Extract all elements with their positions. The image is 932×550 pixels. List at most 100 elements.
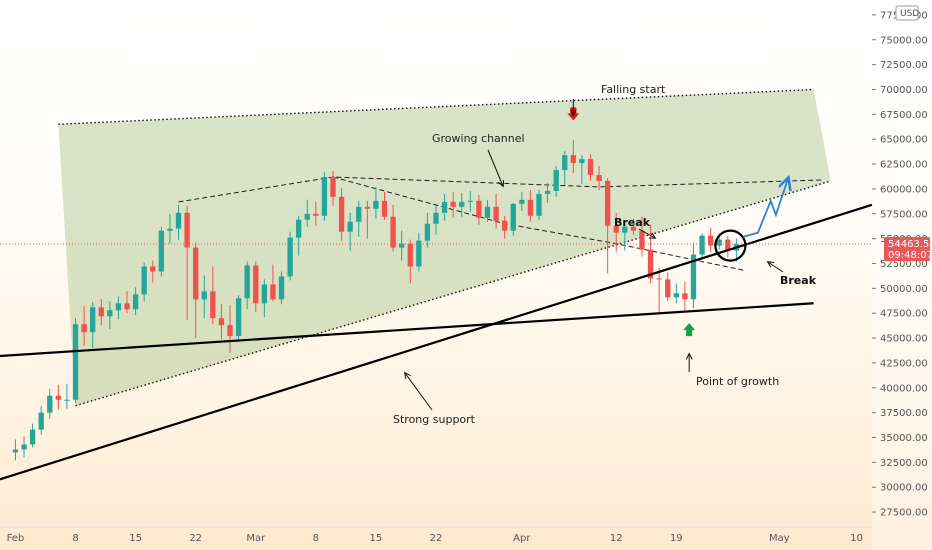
candle-body (150, 266, 156, 272)
candle-body (218, 318, 225, 326)
candle-body (98, 307, 104, 317)
candle (261, 279, 268, 318)
candle-body (55, 395, 62, 400)
candle (604, 177, 611, 274)
candle-body (647, 249, 654, 279)
candle-body (235, 298, 242, 337)
time-tick-label: May (769, 533, 790, 544)
candle (630, 218, 637, 235)
candle-body (167, 228, 173, 231)
candle-body (707, 235, 714, 246)
strong-support-pointer (405, 373, 433, 411)
last-price-badge (884, 236, 930, 261)
price-tick-label: 47500.00 (880, 309, 928, 320)
candle (613, 212, 619, 252)
candle (707, 227, 714, 252)
price-tick-label: 45000.00 (880, 334, 928, 345)
break-lower-label: Break (780, 274, 817, 287)
candle (278, 271, 285, 305)
time-axis[interactable]: Feb 8 15 22 Mar 8 15 22 Apr 12 19 May 10 (0, 526, 872, 544)
time-tick-label: 19 (670, 533, 683, 544)
candle (416, 232, 422, 272)
candle-body (673, 293, 679, 298)
candle-body (21, 444, 27, 450)
price-tick-label: 50000.00 (880, 284, 928, 295)
candle-body (38, 412, 44, 430)
candle (64, 383, 70, 409)
time-tick-label: 10 (850, 533, 863, 544)
candle (544, 182, 551, 203)
candle-body (330, 176, 336, 197)
candle (29, 423, 36, 448)
candle-body (399, 243, 405, 248)
price-tick-label: 70000.00 (880, 85, 928, 96)
candle-body (115, 303, 122, 311)
candle (321, 172, 328, 221)
candle-body (12, 449, 19, 453)
candlestick-series (12, 140, 740, 461)
candle-body (64, 399, 70, 401)
candle-body (527, 199, 534, 216)
candle-body (270, 284, 276, 300)
candle-body (562, 155, 568, 171)
candle-body (587, 159, 594, 176)
candle-body (682, 293, 688, 300)
candle-body (441, 201, 448, 213)
candle-body (502, 220, 508, 231)
candle (579, 155, 585, 184)
candle-body (716, 239, 722, 246)
price-tick-label: 60000.00 (880, 184, 928, 195)
candle (673, 283, 679, 304)
candle-body (296, 219, 302, 238)
candle (107, 301, 113, 330)
candle-body (510, 203, 516, 231)
time-tick-label: 8 (313, 533, 319, 544)
candle-body (175, 212, 182, 229)
candle (158, 226, 165, 277)
candle (725, 235, 731, 258)
candle-body (699, 235, 705, 255)
candle (235, 295, 242, 343)
candle-body (72, 324, 79, 400)
candle (201, 275, 207, 319)
price-tick-label: 27500.00 (880, 508, 928, 519)
price-axis[interactable]: 27500.00 30000.00 32500.00 35000.00 37500.00… (872, 10, 928, 519)
price-tick-label: 75000.00 (880, 35, 928, 46)
candle (562, 151, 568, 185)
candle (47, 388, 53, 419)
candle (338, 187, 345, 241)
channel-lower-boundary (75, 180, 832, 407)
candle (639, 216, 645, 257)
candle-body (107, 310, 113, 317)
candle-body (261, 284, 268, 304)
candle-body (476, 200, 482, 218)
candle-body (484, 206, 491, 218)
price-tick-label: 67500.00 (880, 110, 928, 121)
candle (502, 215, 508, 239)
candle-body (124, 303, 130, 310)
candle (330, 171, 336, 206)
dashed-descending-line (332, 176, 746, 271)
candle-body (424, 223, 431, 241)
candle (622, 223, 628, 251)
price-tick-label: 32500.00 (880, 458, 928, 469)
candle-body (210, 291, 216, 319)
candle (141, 262, 147, 302)
growing-channel-pointer (487, 149, 503, 186)
price-tick-label: 35000.00 (880, 433, 928, 444)
growing-channel-area (58, 89, 831, 406)
price-tick-label: 65000.00 (880, 135, 928, 146)
break-upper-label: Break (614, 216, 651, 229)
candle (253, 261, 259, 313)
time-tick-label: 8 (72, 533, 78, 544)
candle-body (381, 200, 388, 217)
candle (313, 201, 319, 226)
candle-body (536, 193, 542, 216)
candle-body (613, 225, 619, 233)
candle (364, 200, 370, 239)
candle-body (132, 294, 139, 310)
candle-body (467, 200, 473, 202)
candle (596, 166, 602, 190)
candle (381, 191, 388, 220)
